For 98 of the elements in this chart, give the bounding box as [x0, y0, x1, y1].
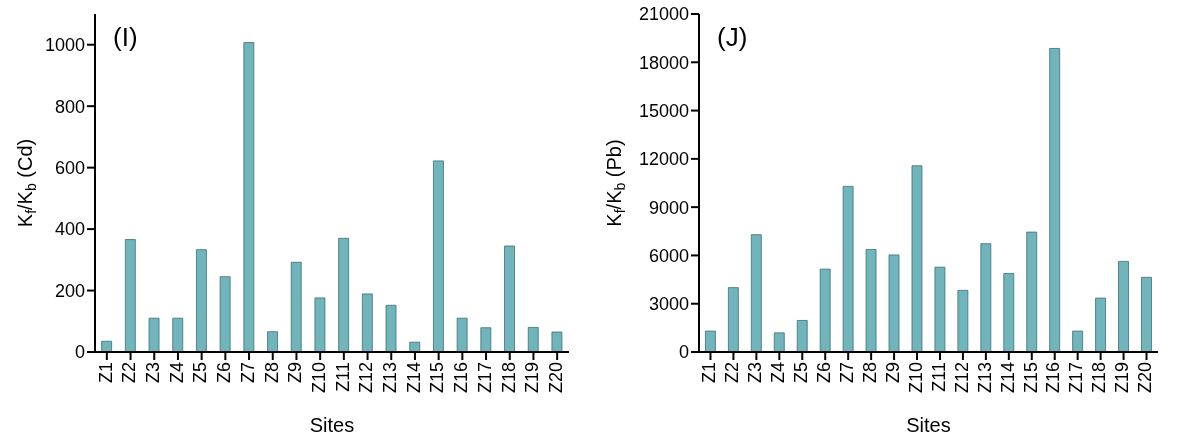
bar: [1049, 48, 1061, 352]
y-tick-label: 1000: [44, 35, 85, 56]
x-tick-label: Z14: [997, 362, 1018, 394]
bar: [773, 332, 785, 352]
x-tick-label: Z18: [498, 362, 519, 394]
bar: [267, 331, 278, 352]
x-tick-label: Z17: [1066, 362, 1087, 394]
y-tick-label: 6000: [648, 245, 689, 266]
bar: [480, 327, 492, 352]
bar: [727, 287, 739, 352]
y-tick-label: 200: [54, 280, 85, 301]
x-tick-label: Z12: [951, 362, 972, 394]
bar: [888, 254, 900, 352]
y-tick-label: 3000: [648, 294, 689, 315]
y-tick-label: 21000: [638, 4, 689, 25]
x-axis-title: Sites: [309, 414, 355, 436]
y-tick-label: 12000: [638, 149, 689, 170]
x-tick-label: Z13: [974, 362, 995, 394]
x-tick-label: Z13: [380, 362, 401, 394]
x-tick-label: Z11: [332, 362, 353, 392]
x-tick-label: Z6: [814, 362, 835, 384]
y-tick-label: 800: [54, 96, 85, 117]
x-tick-label: Z4: [768, 362, 789, 384]
bar: [172, 317, 184, 352]
bar: [314, 297, 326, 352]
x-tick-label: Z5: [791, 362, 812, 384]
y-tick-label: 400: [54, 219, 85, 240]
x-tick-label: Z18: [1089, 362, 1110, 394]
x-tick-label: Z16: [451, 362, 472, 394]
y-tick-label: 9000: [648, 197, 689, 218]
x-tick-label: Z16: [1043, 362, 1064, 394]
bar: [842, 185, 854, 352]
chart-title: (I): [113, 22, 138, 52]
x-tick-label: Z10: [308, 362, 329, 394]
x-tick-label: Z8: [261, 362, 282, 384]
x-tick-label: Z6: [214, 362, 235, 384]
bar: [1026, 231, 1038, 352]
bar: [196, 249, 207, 352]
bar: [705, 330, 716, 352]
bar: [527, 327, 539, 352]
x-tick-label: Z19: [1112, 362, 1133, 394]
bar: [957, 289, 969, 352]
bar: [1141, 276, 1152, 352]
x-tick-label: Z9: [285, 362, 306, 384]
bar: [865, 249, 877, 352]
bar: [1072, 330, 1084, 352]
y-tick-label: 600: [54, 158, 85, 179]
x-tick-label: Z1: [699, 362, 720, 384]
x-tick-label: Z14: [403, 362, 424, 394]
bar: [1003, 273, 1015, 352]
x-tick-label: Z1: [95, 362, 116, 384]
x-tick-label: Z15: [427, 362, 448, 394]
x-tick-label: Z15: [1020, 362, 1041, 394]
bar: [456, 317, 468, 352]
y-tick-label: 0: [74, 342, 85, 363]
x-tick-label: Z3: [745, 362, 766, 384]
bar: [243, 42, 255, 352]
x-tick-label: Z3: [143, 362, 164, 384]
x-tick-label: Z17: [474, 362, 495, 394]
x-tick-label: Z2: [119, 362, 140, 384]
bar: [219, 276, 231, 352]
bar: [934, 266, 946, 352]
x-tick-label: Z2: [722, 362, 743, 384]
x-tick-label: Z10: [905, 362, 926, 394]
x-tick-label: Z20: [1135, 362, 1156, 394]
x-tick-label: Z8: [859, 362, 880, 384]
y-tick-label: 15000: [638, 100, 689, 121]
bar: [433, 160, 444, 352]
bar: [819, 268, 831, 352]
bar: [911, 165, 923, 352]
bar: [551, 331, 563, 352]
bar: [796, 320, 808, 352]
bar: [750, 234, 762, 352]
x-tick-label: Z20: [545, 362, 566, 394]
x-tick-label: Z11: [928, 362, 949, 392]
x-tick-label: Z5: [190, 362, 211, 384]
bar: [1095, 297, 1106, 352]
bar: [101, 340, 113, 352]
bar: [385, 304, 397, 352]
chart-title: (J): [717, 22, 748, 52]
x-tick-label: Z7: [836, 362, 857, 384]
bar: [124, 239, 136, 352]
bar: [338, 237, 350, 352]
x-tick-label: Z4: [166, 362, 187, 384]
bar: [504, 245, 515, 352]
bar: [148, 317, 160, 352]
bar: [361, 293, 373, 352]
y-tick-label: 18000: [638, 52, 689, 73]
x-tick-label: Z9: [882, 362, 903, 384]
bar: [1118, 260, 1129, 352]
y-tick-label: 0: [678, 342, 689, 363]
bar: [980, 243, 992, 352]
bar: [290, 261, 302, 352]
x-axis-title: Sites: [906, 414, 951, 436]
x-tick-label: Z19: [522, 362, 543, 394]
x-tick-label: Z7: [237, 362, 258, 384]
x-tick-label: Z12: [356, 362, 377, 394]
bar: [409, 341, 421, 352]
